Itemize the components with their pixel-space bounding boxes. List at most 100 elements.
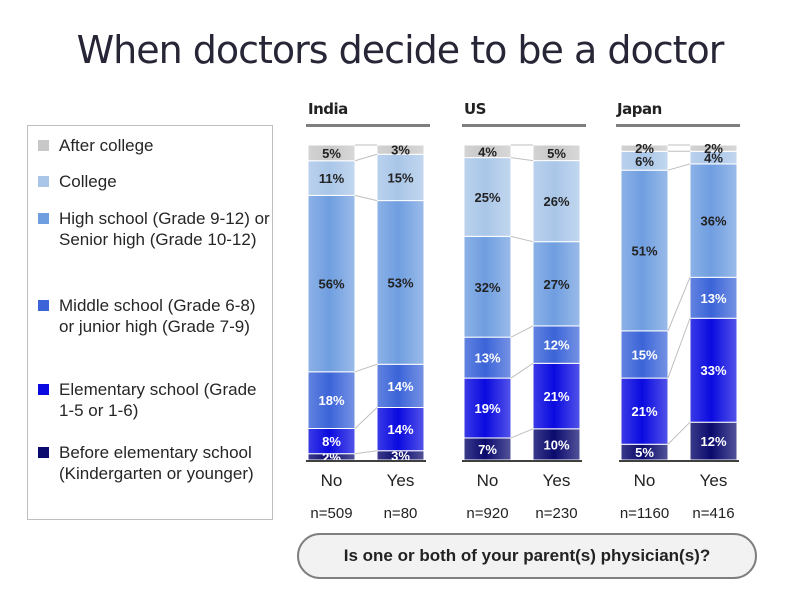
value-label: 5% (635, 445, 654, 460)
bar-segment (376, 144, 425, 155)
group-rule-india (306, 124, 430, 127)
value-label: 13% (474, 351, 500, 366)
legend-label: High school (Grade 9-12) or Senior high … (59, 209, 270, 249)
value-label: 53% (387, 275, 413, 290)
value-label: 4% (478, 144, 497, 159)
bar-segment (532, 325, 581, 364)
value-label: 8% (322, 434, 341, 449)
connector-line (354, 153, 378, 162)
value-label: 27% (543, 277, 569, 292)
question-label: Is one or both of your parent(s) physici… (297, 533, 757, 579)
sample-size-label: n=80 (384, 505, 418, 522)
group-rule-us (462, 124, 586, 127)
value-label: 12% (700, 434, 726, 449)
bar-segment (307, 194, 356, 373)
bar-segment (463, 144, 512, 159)
bar-segment (463, 336, 512, 379)
legend-swatch-elementary (38, 384, 49, 395)
bar-segment (376, 363, 425, 409)
legend-swatch-before-elementary (38, 447, 49, 458)
legend: After college College High school (Grade… (27, 125, 273, 520)
connector-line (510, 428, 534, 439)
bar-segment (307, 371, 356, 429)
value-label: 12% (543, 338, 569, 353)
value-label: 56% (318, 277, 344, 292)
value-label: 5% (547, 146, 566, 161)
value-label: 51% (631, 244, 657, 259)
value-label: 2% (704, 141, 723, 156)
category-label: Yes (543, 471, 571, 490)
value-label: 2% (635, 141, 654, 156)
value-label: 11% (319, 171, 345, 186)
value-label: 14% (387, 379, 413, 394)
value-label: 25% (474, 190, 500, 205)
sample-size-label: n=509 (310, 505, 352, 522)
group-rule-japan (616, 124, 740, 127)
connector-line (354, 407, 378, 429)
bar-segment (620, 330, 669, 379)
bar-segment (463, 377, 512, 439)
legend-swatch-middle-school (38, 300, 49, 311)
bar-segment (463, 157, 512, 237)
bar-segment (532, 428, 581, 461)
bar-segment (689, 144, 738, 152)
connector-line (667, 421, 691, 445)
connector-line (667, 277, 691, 332)
bar-segment (532, 241, 581, 327)
connector-line (510, 157, 534, 162)
value-label: 5% (322, 146, 341, 161)
value-label: 6% (635, 154, 654, 169)
bar-segment (307, 144, 356, 162)
value-label: 14% (387, 422, 413, 437)
connector-line (354, 450, 378, 455)
value-label: 15% (387, 170, 413, 185)
legend-label: Before elementary school (Kindergarten o… (59, 443, 254, 483)
bar-segment (620, 144, 669, 152)
connector-line (354, 194, 378, 202)
value-label: 32% (474, 280, 500, 295)
connector-line (667, 163, 691, 171)
connector-line (510, 362, 534, 379)
value-label: 33% (700, 363, 726, 378)
bar-segment (376, 200, 425, 365)
legend-swatch-after-college (38, 140, 49, 151)
bar-segment (376, 407, 425, 452)
legend-label: Elementary school (Grade 1-5 or 1-6) (59, 380, 257, 420)
connector-line (510, 235, 534, 243)
legend-swatch-college (38, 176, 49, 187)
legend-label: College (59, 172, 117, 191)
value-label: 13% (700, 291, 726, 306)
legend-swatch-high-school (38, 213, 49, 224)
group-title-us: US (464, 100, 486, 118)
sample-size-label: n=230 (535, 505, 577, 522)
value-label: 21% (543, 389, 569, 404)
value-label: 10% (543, 437, 569, 452)
category-label: No (634, 471, 656, 490)
value-label: 7% (478, 442, 497, 457)
bar-segment (532, 144, 581, 162)
sample-size-label: n=1160 (620, 505, 669, 522)
value-label: 26% (543, 194, 569, 209)
connector-line (667, 318, 691, 379)
category-label: Yes (387, 471, 415, 490)
value-label: 3% (391, 143, 410, 158)
legend-label: Middle school (Grade 6-8) or junior high… (59, 296, 256, 336)
value-label: 36% (700, 214, 726, 229)
value-label: 18% (318, 393, 344, 408)
connector-line (354, 363, 378, 373)
value-label: 3% (391, 448, 410, 463)
category-label: No (477, 471, 499, 490)
bar-segment (620, 169, 669, 332)
value-label: 19% (474, 401, 500, 416)
legend-label: After college (59, 136, 154, 155)
group-title-japan: Japan (617, 100, 662, 118)
value-label: 15% (631, 347, 657, 362)
sample-size-label: n=416 (692, 505, 734, 522)
value-label: 4% (704, 151, 723, 166)
bar-segment (307, 428, 356, 455)
chart-title: When doctors decide to be a doctor (76, 28, 725, 72)
bar-segment (620, 377, 669, 445)
group-title-india: India (308, 100, 348, 118)
category-label: Yes (700, 471, 728, 490)
